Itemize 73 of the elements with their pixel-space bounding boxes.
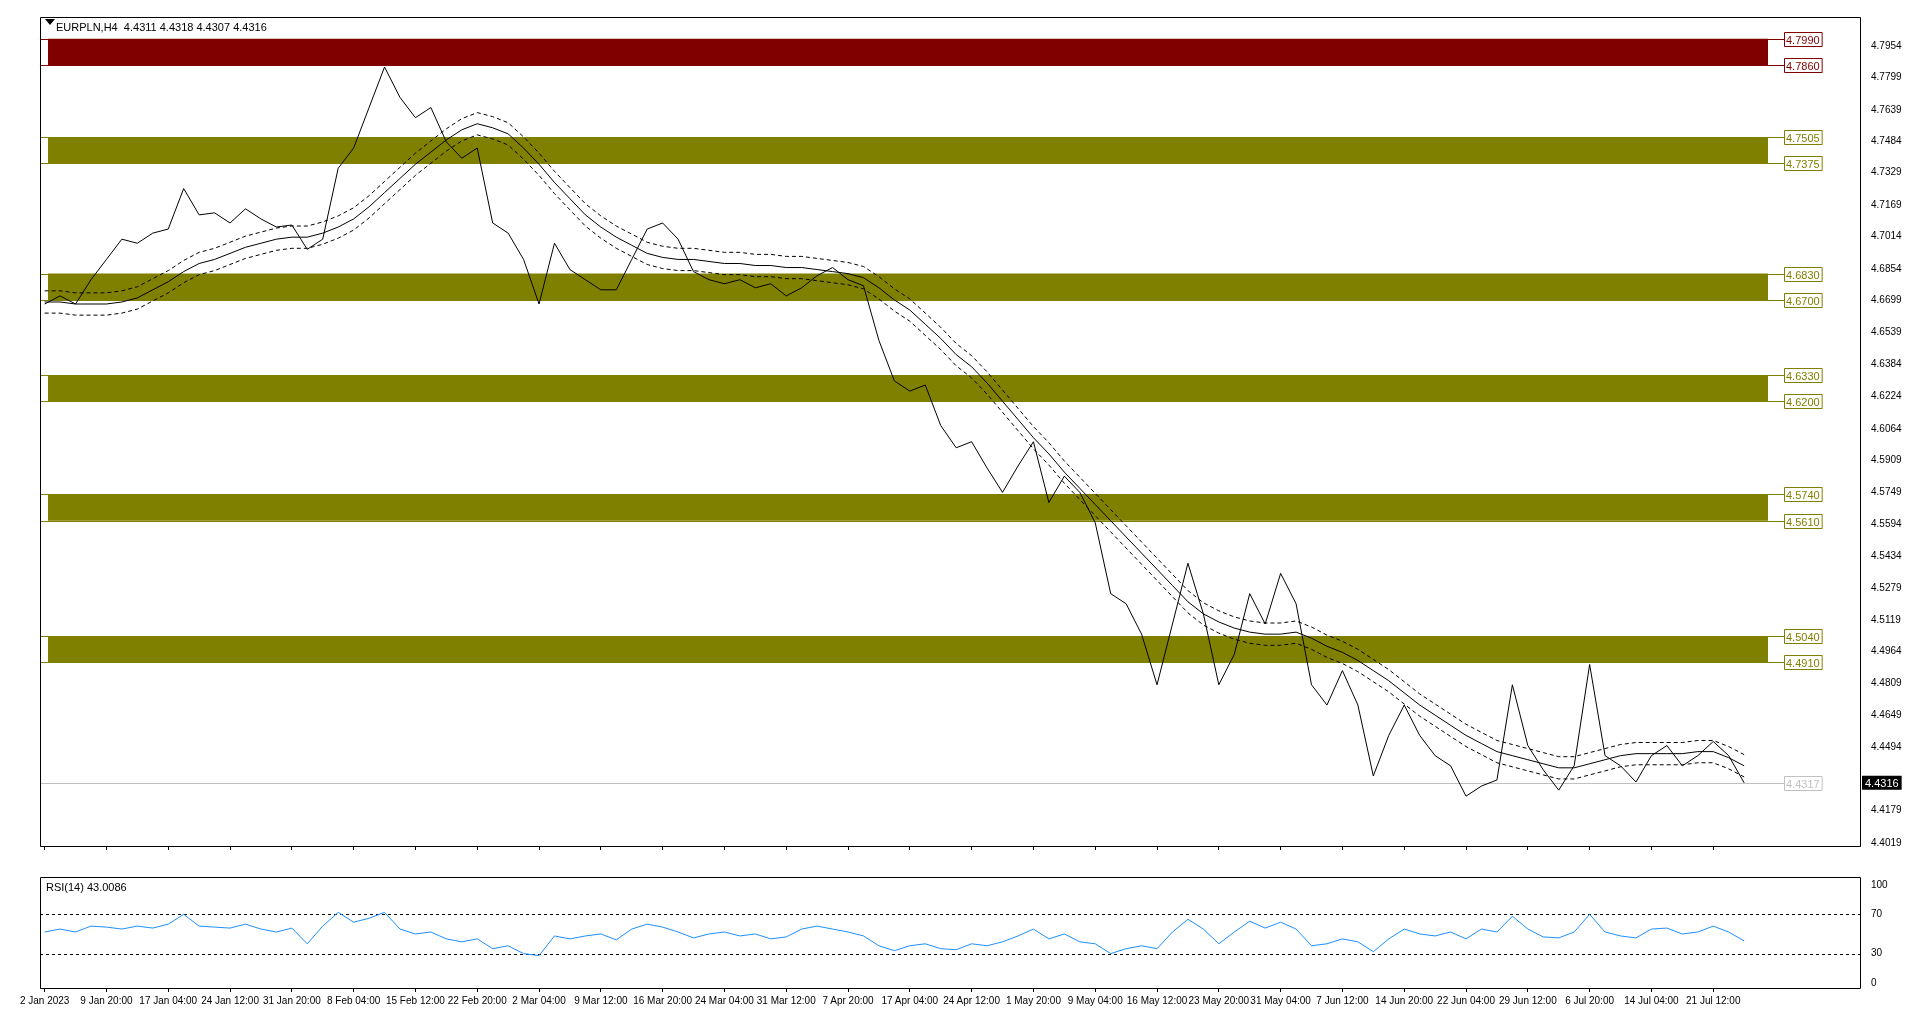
ref-line-label: 4.7860 [1786,59,1820,72]
y-tick-label: 4.7799 [1871,71,1903,83]
x-tick-label: 9 May 04:00 [1067,994,1124,1006]
y-tick-label: 4.6064 [1871,422,1903,434]
x-tick-label: 24 Jan 12:00 [201,994,260,1006]
y-tick-label: 4.6699 [1871,293,1903,305]
y-tick-label: 4.4964 [1871,645,1903,657]
x-tick-label: 2 Jan 2023 [19,994,70,1006]
ref-line-label: 4.4317 [1786,777,1820,790]
y-tick-label: 30 [1871,947,1883,959]
x-tick-label: 9 Jan 20:00 [80,994,134,1006]
x-tick-label: 21 Jul 12:00 [1685,994,1741,1006]
ref-line-label: 4.7505 [1786,131,1820,144]
x-tick-label: 23 May 20:00 [1188,994,1250,1006]
y-tick-label: 0 [1871,976,1877,988]
y-tick-label: 4.5119 [1871,613,1902,625]
ref-line-label: 4.5610 [1786,515,1820,528]
x-tick-label: 31 Jan 20:00 [262,994,322,1006]
y-tick-label: 4.4179 [1871,804,1903,816]
ref-line-label: 4.7375 [1786,157,1820,170]
y-tick-label: 4.7329 [1871,166,1903,178]
chart-title: RSI(14) 43.0086 [46,880,127,893]
x-tick-label: 6 Jul 20:00 [1565,994,1615,1006]
y-tick-label: 4.5749 [1871,486,1903,498]
y-tick-label: 4.7954 [1871,39,1903,51]
y-tick-label: 100 [1871,878,1889,890]
y-tick-label: 4.5594 [1871,517,1903,529]
x-tick-label: 14 Jun 20:00 [1375,994,1434,1006]
x-tick-label: 16 May 12:00 [1126,994,1188,1006]
x-tick-label: 24 Mar 04:00 [694,994,755,1006]
x-tick-label: 1 May 20:00 [1005,994,1062,1006]
y-tick-label: 4.7484 [1871,134,1903,146]
x-tick-label: 22 Feb 20:00 [447,994,508,1006]
x-tick-label: 24 Apr 12:00 [943,994,1001,1006]
y-tick-label: 4.4494 [1871,740,1903,752]
ref-line-label: 4.6330 [1786,369,1820,382]
y-tick-label: 70 [1871,908,1883,920]
x-tick-label: 7 Apr 20:00 [822,994,875,1006]
chart-title: EURPLN,H4 4.4311 4.4318 4.4307 4.4316 [56,20,267,33]
ref-line-label: 4.5040 [1786,630,1820,643]
x-tick-label: 29 Jun 12:00 [1498,994,1558,1006]
y-tick-label: 4.6854 [1871,262,1903,274]
x-tick-label: 31 May 04:00 [1250,994,1312,1006]
ref-line-label: 4.6200 [1786,395,1820,408]
text: 4.4316 [1865,776,1899,789]
x-tick-label: 9 Mar 12:00 [574,994,628,1006]
x-tick-label: 14 Jul 04:00 [1624,994,1680,1006]
x-tick-label: 8 Feb 04:00 [326,994,381,1006]
x-tick-label: 15 Feb 12:00 [385,994,446,1006]
ref-line-label: 4.6830 [1786,268,1820,281]
ref-line-label: 4.5740 [1786,488,1820,501]
y-tick-label: 4.6539 [1871,326,1903,338]
ref-line-label: 4.6700 [1786,294,1820,307]
x-tick-label: 17 Jan 04:00 [139,994,198,1006]
y-tick-label: 4.6224 [1871,390,1903,402]
y-tick-label: 4.7169 [1871,198,1903,210]
x-tick-label: 31 Mar 12:00 [756,994,817,1006]
y-tick-label: 4.4649 [1871,709,1903,721]
y-tick-label: 4.5279 [1871,581,1903,593]
ref-line-label: 4.4910 [1786,656,1820,669]
y-tick-label: 4.7639 [1871,103,1903,115]
y-tick-label: 4.5909 [1871,453,1903,465]
y-tick-label: 4.4019 [1871,836,1903,848]
ref-line-label: 4.7990 [1786,33,1820,46]
x-tick-label: 17 Apr 04:00 [881,994,939,1006]
x-tick-label: 22 Jun 04:00 [1437,994,1496,1006]
y-tick-label: 4.6384 [1871,357,1903,369]
x-tick-label: 16 Mar 20:00 [633,994,693,1006]
y-tick-label: 4.7014 [1871,230,1903,242]
x-tick-label: 7 Jun 12:00 [1316,994,1369,1006]
y-tick-label: 4.4809 [1871,676,1903,688]
y-tick-label: 4.5434 [1871,550,1903,562]
x-tick-label: 2 Mar 04:00 [512,994,567,1006]
